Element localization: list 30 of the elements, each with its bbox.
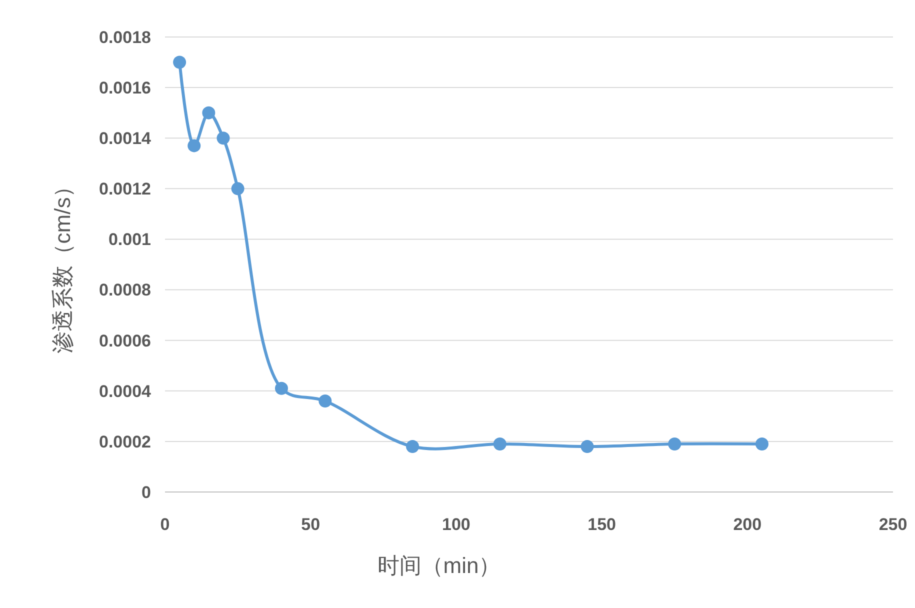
point [188, 139, 201, 152]
x-tick-label: 150 [588, 515, 616, 534]
point [755, 437, 768, 450]
x-axis-title: 时间（min） [377, 553, 501, 578]
point [173, 56, 186, 69]
y-axis-title: 渗透系数（cm/s） [50, 175, 75, 354]
x-tick-label: 200 [733, 515, 762, 534]
x-tick-label: 50 [301, 515, 320, 534]
y-tick-label: 0.0018 [99, 28, 151, 47]
y-tick-label: 0 [142, 482, 151, 502]
point [274, 382, 288, 395]
y-tick-label: 0.0008 [99, 280, 151, 300]
y-tick-label: 0.0016 [99, 78, 151, 98]
x-tick-label: 250 [878, 515, 908, 534]
y-tick-label: 0.0006 [99, 331, 151, 350]
y-tick-label: 0.0004 [99, 382, 152, 401]
point [406, 440, 420, 453]
point [202, 106, 216, 120]
y-tick-label: 0.0012 [99, 180, 151, 199]
point [493, 437, 506, 450]
x-tick-label: 100 [442, 515, 470, 534]
x-tick-label: 0 [160, 515, 170, 534]
y-tick-label: 0.001 [108, 230, 151, 250]
point [231, 182, 244, 196]
point [216, 132, 230, 145]
point [668, 437, 682, 450]
point [580, 440, 594, 453]
point [318, 394, 332, 408]
y-tick-label: 0.0002 [99, 432, 151, 452]
y-tick-label: 0.0014 [99, 129, 152, 148]
